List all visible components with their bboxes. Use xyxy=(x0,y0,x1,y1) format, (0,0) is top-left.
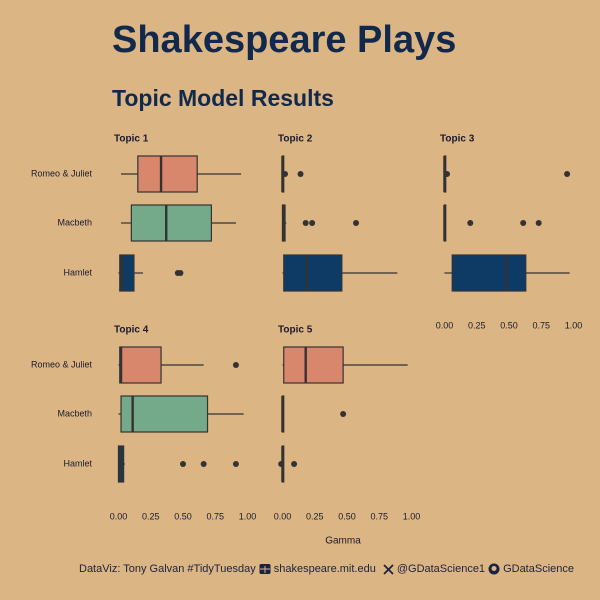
y-tick-label: Hamlet xyxy=(63,267,92,277)
panel-title: Topic 2 xyxy=(278,134,313,145)
panel-title: Topic 1 xyxy=(114,134,149,145)
chart-title: Shakespeare Plays xyxy=(112,19,456,61)
outlier xyxy=(232,362,239,368)
y-tick-label: Macbeth xyxy=(57,217,92,227)
x-tick-label: 0.00 xyxy=(274,511,292,521)
outlier xyxy=(278,461,285,467)
outlier xyxy=(232,461,239,467)
box xyxy=(120,395,209,433)
caption-text: GDataScience xyxy=(503,563,574,575)
chart: Shakespeare Plays Topic Model Results Ga… xyxy=(31,19,583,547)
outlier xyxy=(297,171,304,177)
x-tick-label: 0.75 xyxy=(371,511,389,521)
caption-text: DataViz: Tony Galvan #TidyTuesday xyxy=(79,563,256,575)
panel-title: Topic 5 xyxy=(278,325,313,336)
x-tick-label: 0.00 xyxy=(436,320,454,330)
github-icon xyxy=(488,563,500,575)
box xyxy=(119,346,162,384)
x-tick-label: 0.25 xyxy=(468,320,486,330)
box xyxy=(451,254,527,292)
y-tick-label: Macbeth xyxy=(57,408,92,418)
outlier xyxy=(444,171,451,177)
panel-title: Topic 4 xyxy=(114,325,149,336)
outlier xyxy=(353,220,360,226)
outlier xyxy=(564,171,571,177)
outlier xyxy=(535,220,542,226)
outlier xyxy=(302,220,309,226)
chart-subtitle: Topic Model Results xyxy=(112,85,334,111)
y-tick-label: Romeo & Juliet xyxy=(31,359,93,369)
outlier xyxy=(180,461,186,467)
outlier xyxy=(177,270,184,276)
outlier xyxy=(291,461,298,467)
x-tick-label: 1.00 xyxy=(239,511,257,521)
outlier xyxy=(282,171,289,177)
caption: DataViz: Tony Galvan #TidyTuesday shakes… xyxy=(0,563,574,575)
outlier xyxy=(340,411,347,417)
outlier xyxy=(309,220,316,226)
box xyxy=(283,346,344,384)
x-tick-label: 0.25 xyxy=(142,511,160,521)
x-tick-label: 0.00 xyxy=(110,511,128,521)
x-tick-label: 0.75 xyxy=(207,511,225,521)
outlier xyxy=(520,220,527,226)
x-icon xyxy=(383,563,394,575)
box xyxy=(137,155,198,193)
x-axis-label: Gamma xyxy=(325,536,361,547)
caption-text: shakespeare.mit.edu xyxy=(273,563,376,575)
y-tick-label: Hamlet xyxy=(63,458,92,468)
x-tick-label: 1.00 xyxy=(565,320,583,330)
outlier xyxy=(467,220,474,226)
panel-title: Topic 3 xyxy=(440,134,475,145)
web-icon xyxy=(259,564,271,574)
box xyxy=(130,204,212,242)
y-tick-label: Romeo & Juliet xyxy=(31,168,93,178)
outlier xyxy=(200,461,207,467)
caption-text: @GDataScience1 xyxy=(396,563,486,575)
x-tick-label: 0.50 xyxy=(338,511,356,521)
box xyxy=(283,254,343,292)
x-tick-label: 1.00 xyxy=(403,511,421,521)
x-tick-label: 0.50 xyxy=(174,511,192,521)
x-tick-label: 0.75 xyxy=(533,320,551,330)
x-tick-label: 0.25 xyxy=(306,511,324,521)
x-tick-label: 0.50 xyxy=(500,320,518,330)
